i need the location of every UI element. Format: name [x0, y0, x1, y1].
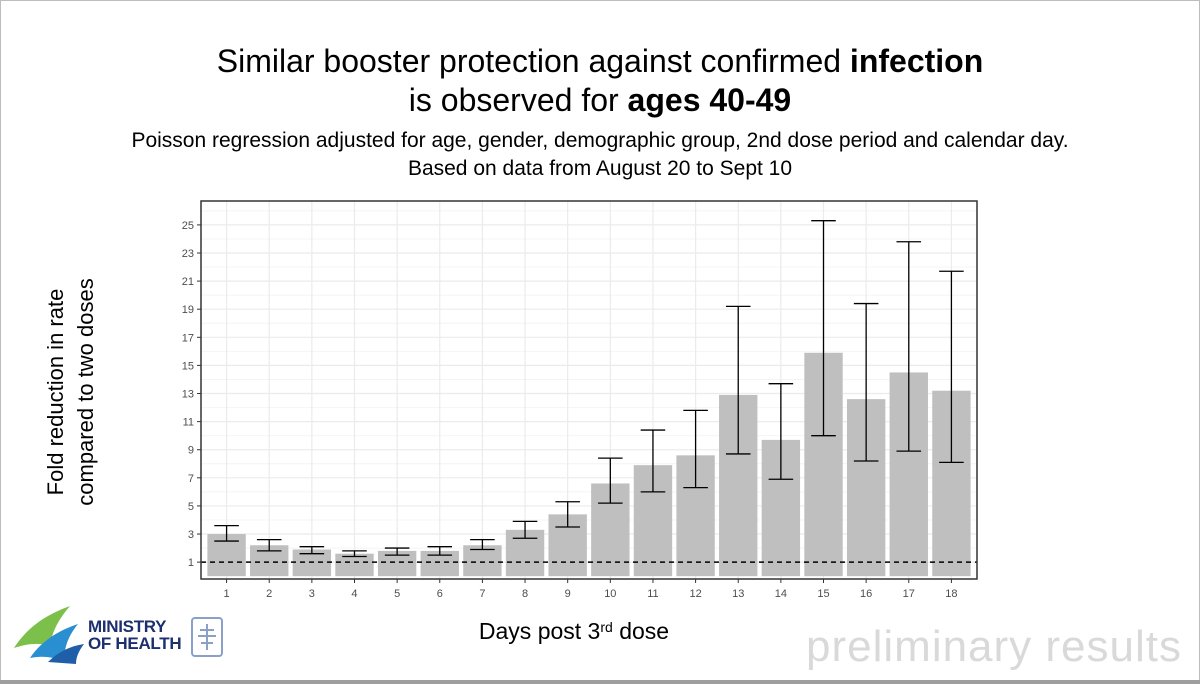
- error-bar-day-7: [470, 539, 495, 551]
- error-bar-day-8: [512, 520, 538, 539]
- y-tick-label: 15: [182, 360, 194, 372]
- x-tick-label: 2: [266, 588, 272, 600]
- y-tick-label: 17: [182, 332, 194, 344]
- x-tick-label: 3: [309, 588, 315, 600]
- x-tick-label: 13: [732, 588, 744, 600]
- error-bar-day-3: [299, 546, 325, 555]
- title-line-1: Similar booster protection against confi…: [216, 43, 984, 79]
- title-emphasis-ages: ages 40-49: [627, 82, 792, 118]
- title-line-2: is observed for ages 40-49: [408, 82, 792, 118]
- error-bar-day-5: [384, 547, 410, 556]
- x-tick-label: 6: [437, 588, 443, 600]
- x-tick-label: 16: [860, 588, 872, 600]
- preliminary-results-watermark: preliminary results: [806, 622, 1182, 671]
- error-bar-day-4: [342, 550, 367, 558]
- x-tick-label: 1: [224, 588, 230, 600]
- y-tick-label: 25: [182, 220, 194, 232]
- error-bar-day-6: [427, 546, 453, 556]
- x-tick-label: 15: [817, 588, 829, 600]
- y-tick-label: 5: [188, 501, 194, 513]
- y-axis-label: Fold reduction in rate compared to two d…: [43, 278, 98, 506]
- y-tick-label: 23: [182, 248, 194, 260]
- error-bar-day-18: [939, 270, 964, 464]
- bar-day-7: [463, 545, 502, 577]
- title-emphasis-infection: infection: [849, 43, 984, 79]
- x-tick-label: 5: [394, 588, 400, 600]
- logo-text: MINISTRY OF HEALTH: [88, 617, 182, 653]
- x-tick-label: 14: [775, 588, 787, 600]
- y-tick-label: 1: [188, 557, 194, 569]
- y-tick-label: 21: [182, 276, 194, 288]
- ministry-of-health-logo: [14, 606, 223, 664]
- x-tick-label: 11: [647, 588, 658, 600]
- error-bar-day-10: [598, 457, 623, 504]
- error-bar-day-17: [896, 241, 922, 452]
- x-tick-label: 18: [945, 588, 957, 600]
- x-tick-label: 17: [903, 588, 915, 600]
- error-bar-day-12: [683, 409, 708, 489]
- y-tick-label: 9: [188, 445, 194, 457]
- error-bar-day-11: [640, 429, 666, 493]
- y-tick-label: 3: [188, 529, 194, 541]
- x-tick-label: 8: [522, 588, 528, 600]
- slide-bottom-border: [0, 680, 1200, 684]
- error-bar-day-1: [214, 524, 239, 542]
- x-tick-label: 12: [689, 588, 701, 600]
- subtitle-line-2: Based on data from August 20 to Sept 10: [407, 157, 793, 180]
- subtitle-line-1: Poisson regression adjusted for age, gen…: [131, 129, 1069, 152]
- plot-panel-border: [200, 200, 978, 580]
- y-tick-label: 13: [182, 389, 194, 401]
- y-tick-label: 7: [188, 473, 194, 485]
- error-bar-day-2: [256, 539, 282, 552]
- x-tick-label: 10: [604, 588, 616, 600]
- x-tick-label: 7: [479, 588, 485, 600]
- bar-day-4: [335, 553, 374, 577]
- error-bar-day-13: [725, 305, 751, 455]
- y-tick-label: 19: [182, 304, 194, 316]
- x-axis-label: Days post 3rd dose: [478, 618, 670, 644]
- y-tick-label: 11: [183, 417, 194, 429]
- x-tick-label: 4: [351, 588, 357, 600]
- x-tick-label: 9: [565, 588, 571, 600]
- error-bar-day-14: [768, 383, 794, 480]
- error-bar-day-15: [811, 220, 836, 437]
- error-bar-day-9: [555, 501, 580, 528]
- error-bar-day-16: [853, 302, 879, 462]
